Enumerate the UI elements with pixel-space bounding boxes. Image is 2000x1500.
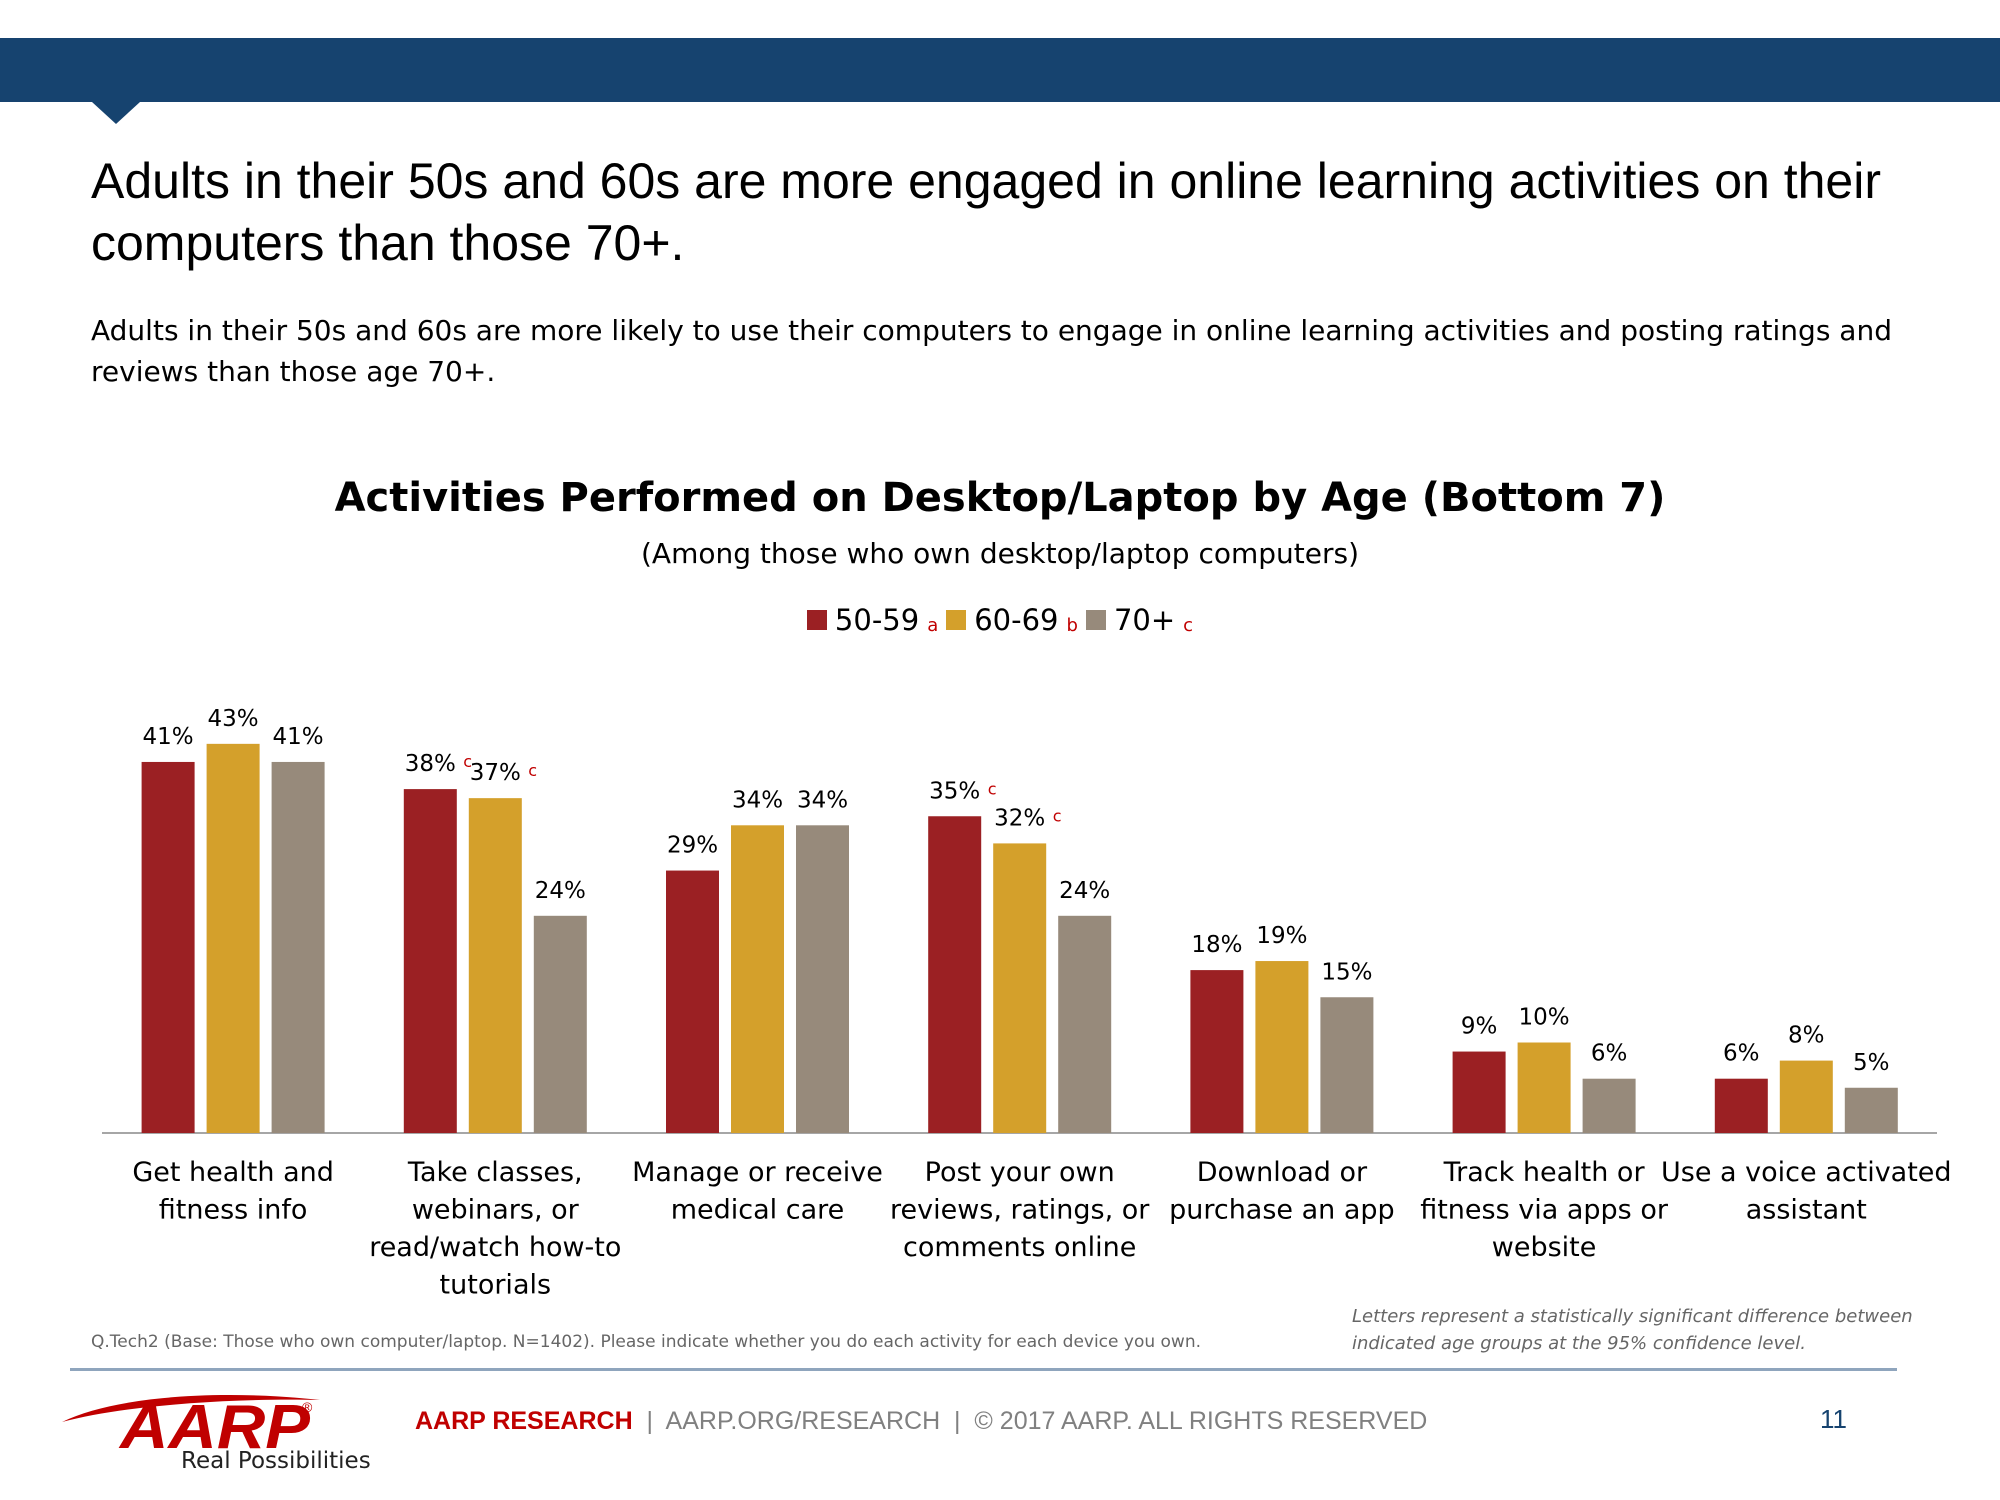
data-label: 41%	[273, 724, 324, 750]
footer-divider	[70, 1368, 1897, 1371]
legend-sig-b: b	[1066, 614, 1078, 636]
bar	[206, 743, 260, 1133]
data-label: 6%	[1723, 1041, 1760, 1067]
base-footnote: Q.Tech2 (Base: Those who own computer/la…	[91, 1332, 1202, 1352]
chart-title: Activities Performed on Desktop/Laptop b…	[334, 475, 1666, 521]
category-label: tutorials	[440, 1270, 552, 1301]
data-label: 37%	[470, 760, 521, 786]
bar	[1714, 1078, 1768, 1133]
bar	[403, 789, 457, 1133]
aarp-logo: AARP ®	[62, 1393, 320, 1462]
bar	[468, 798, 522, 1133]
category-label: comments online	[903, 1232, 1136, 1263]
legend-swatch-50-59	[806, 610, 827, 630]
bar	[1517, 1042, 1571, 1133]
data-label: 34%	[797, 787, 848, 813]
bar	[1320, 997, 1374, 1133]
data-label: 15%	[1321, 959, 1372, 985]
category-label: Use a voice activated	[1661, 1157, 1952, 1188]
logo-registered-mark: ®	[302, 1399, 313, 1415]
legend-item-50-59: 50-59 a	[806, 603, 939, 637]
category-label: Get health and	[132, 1157, 334, 1188]
logo-swoosh	[62, 1395, 320, 1422]
data-label: 32%	[994, 805, 1045, 831]
category-label: fitness via apps or	[1420, 1195, 1669, 1226]
legend-label-60-69: 60-69	[974, 603, 1059, 637]
category-label: Post your own	[925, 1157, 1115, 1188]
category-label: website	[1492, 1232, 1597, 1263]
category-label: Take classes,	[407, 1157, 583, 1188]
bar	[993, 843, 1047, 1133]
bar	[1255, 961, 1309, 1133]
legend-label-70-plus: 70+	[1113, 603, 1176, 637]
data-label: 35%	[929, 778, 980, 804]
legend-item-70-plus: 70+ c	[1085, 603, 1194, 637]
bar	[1844, 1087, 1898, 1133]
bar	[796, 825, 849, 1133]
header-notch	[92, 102, 140, 124]
category-label: assistant	[1746, 1195, 1867, 1226]
bar	[666, 870, 719, 1133]
significance-letter: c	[463, 752, 472, 771]
bar	[731, 825, 784, 1133]
bar	[1452, 1051, 1506, 1133]
data-label: 24%	[1059, 878, 1110, 904]
data-label: 10%	[1519, 1005, 1570, 1031]
legend-swatch-60-69	[946, 610, 967, 630]
category-label: purchase an app	[1169, 1195, 1395, 1226]
chart-subtitle: (Among those who own desktop/laptop comp…	[641, 537, 1359, 570]
footer-links: | AARP.ORG/RESEARCH | © 2017 AARP. ALL R…	[632, 1407, 1428, 1435]
data-label: 5%	[1853, 1050, 1890, 1076]
data-label: 18%	[1191, 932, 1242, 958]
data-label: 19%	[1256, 923, 1307, 949]
legend-sig-a: a	[927, 614, 939, 636]
logo-wordmark: AARP	[118, 1393, 311, 1462]
page-number: 11	[1820, 1404, 1847, 1434]
data-label: 9%	[1461, 1014, 1498, 1040]
data-label: 8%	[1788, 1023, 1825, 1049]
significance-letter: c	[988, 779, 997, 798]
bar	[1582, 1078, 1636, 1133]
footer-brand: AARP RESEARCH	[415, 1407, 633, 1435]
category-label: Manage or receive	[632, 1157, 883, 1188]
header-bar	[0, 38, 2000, 102]
data-label: 38%	[405, 751, 456, 777]
category-label: webinars, or	[412, 1195, 580, 1226]
bar	[1190, 970, 1244, 1133]
data-label: 6%	[1591, 1041, 1628, 1067]
category-label: reviews, ratings, or	[890, 1195, 1150, 1226]
significance-letter: c	[1053, 806, 1062, 825]
significance-letter: c	[528, 761, 537, 780]
bar	[1058, 915, 1112, 1133]
category-label: Track health or	[1443, 1157, 1646, 1188]
legend-label-50-59: 50-59	[834, 603, 920, 637]
bar	[141, 761, 195, 1133]
data-label: 41%	[143, 724, 194, 750]
data-label: 43%	[208, 706, 259, 732]
bar	[533, 915, 587, 1133]
data-label: 29%	[667, 833, 718, 859]
legend-item-60-69: 60-69 b	[946, 603, 1078, 637]
legend-swatch-70-plus	[1085, 610, 1106, 630]
bar	[928, 816, 982, 1133]
category-label: read/watch how-to	[369, 1232, 621, 1263]
data-label: 34%	[732, 787, 783, 813]
footer-text: AARP RESEARCH | AARP.ORG/RESEARCH | © 20…	[415, 1407, 1427, 1436]
bar	[1779, 1060, 1833, 1133]
logo-tagline: Real Possibilities	[181, 1448, 371, 1474]
legend-sig-c: c	[1183, 614, 1194, 636]
data-label: 24%	[535, 878, 586, 904]
slide-subtext: Adults in their 50s and 60s are more lik…	[91, 314, 1892, 388]
category-label: medical care	[671, 1195, 845, 1226]
category-label: fitness info	[159, 1195, 308, 1226]
bar	[271, 761, 325, 1133]
significance-footnote: Letters represent a statistically signif…	[1352, 1306, 1913, 1354]
chart-legend: 50-59 a 60-69 b 70+ c	[0, 603, 2000, 637]
category-label: Download or	[1197, 1157, 1368, 1188]
slide-headline: Adults in their 50s and 60s are more eng…	[91, 153, 1881, 271]
